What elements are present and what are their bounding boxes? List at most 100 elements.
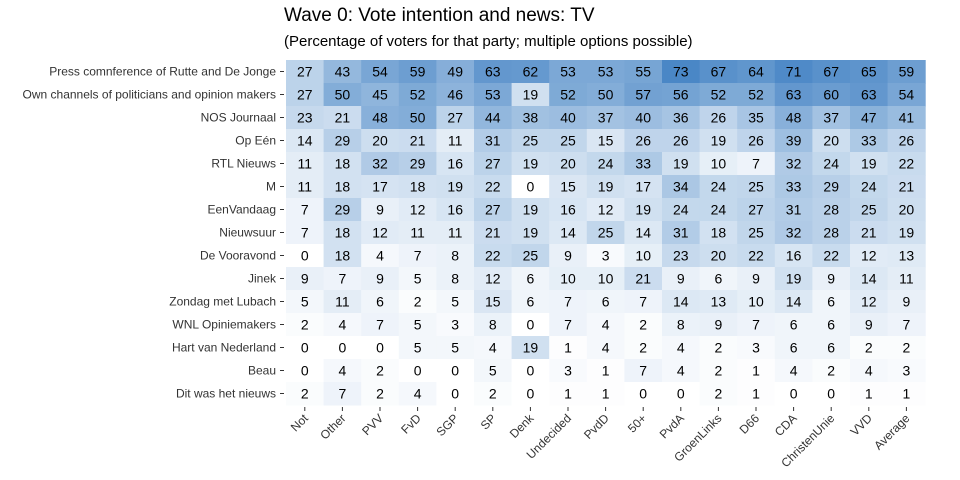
cell-value: 50 <box>410 110 426 126</box>
cell-value: 60 <box>823 87 839 103</box>
cell-value: 53 <box>485 87 501 103</box>
heatmap-cell <box>286 129 325 153</box>
heatmap-cell <box>737 60 776 84</box>
heatmap-cell <box>850 152 889 176</box>
column-label: Other <box>317 411 348 442</box>
heatmap-cell <box>436 106 475 130</box>
heatmap-cell <box>699 382 738 406</box>
heatmap-cell <box>887 290 926 314</box>
heatmap-cell <box>286 382 325 406</box>
heatmap-cell <box>774 359 813 383</box>
cell-value: 1 <box>752 363 760 379</box>
heatmap-cell <box>474 106 513 130</box>
cell-value: 2 <box>489 386 497 402</box>
heatmap-cell <box>812 106 851 130</box>
cell-value: 18 <box>410 179 426 195</box>
cell-value: 19 <box>635 202 651 218</box>
heatmap-cell <box>549 175 588 199</box>
cell-value: 35 <box>748 110 764 126</box>
cell-value: 57 <box>635 87 651 103</box>
cell-value: 9 <box>865 317 873 333</box>
cell-value: 67 <box>823 64 839 80</box>
heatmap-cell <box>850 267 889 291</box>
cell-value: 19 <box>786 271 802 287</box>
cell-value: 6 <box>790 317 798 333</box>
heatmap-cell <box>699 267 738 291</box>
heatmap-cell <box>812 313 851 337</box>
cell-value: 52 <box>560 87 576 103</box>
cell-value: 6 <box>527 271 535 287</box>
cell-value: 2 <box>376 363 384 379</box>
cell-value: 9 <box>301 271 309 287</box>
heatmap-cell <box>624 244 663 268</box>
heatmap-cell <box>398 175 437 199</box>
heatmap-cell <box>699 359 738 383</box>
heatmap-cell <box>511 244 550 268</box>
cell-value: 2 <box>865 340 873 356</box>
cell-value: 4 <box>677 363 685 379</box>
heatmap-cell <box>887 313 926 337</box>
heatmap-cell <box>323 244 362 268</box>
heatmap-cell <box>361 60 400 84</box>
heatmap-cell <box>850 221 889 245</box>
cell-value: 33 <box>861 133 877 149</box>
cell-value: 64 <box>748 64 764 80</box>
cell-value: 10 <box>635 248 651 264</box>
cell-value: 7 <box>564 317 572 333</box>
cell-value: 28 <box>823 202 839 218</box>
heatmap-cell <box>436 83 475 107</box>
cell-value: 21 <box>861 225 877 241</box>
heatmap-cell <box>850 198 889 222</box>
cell-value: 6 <box>376 294 384 310</box>
cell-value: 2 <box>301 386 309 402</box>
heatmap-cell <box>699 106 738 130</box>
row-label: Hart van Nederland <box>172 341 276 355</box>
cell-value: 1 <box>865 386 873 402</box>
cell-value: 24 <box>598 156 614 172</box>
cell-value: 15 <box>560 179 576 195</box>
heatmap-cell <box>662 336 701 360</box>
heatmap-cell <box>398 359 437 383</box>
cell-value: 25 <box>598 225 614 241</box>
cell-value: 0 <box>527 179 535 195</box>
cell-value: 59 <box>410 64 426 80</box>
heatmap-cell <box>662 198 701 222</box>
cell-value: 5 <box>451 294 459 310</box>
heatmap-cell <box>549 129 588 153</box>
heatmap-cell <box>699 336 738 360</box>
cell-value: 52 <box>410 87 426 103</box>
cell-value: 41 <box>899 110 915 126</box>
heatmap-cell <box>887 221 926 245</box>
heatmap-cell <box>662 290 701 314</box>
cell-value: 29 <box>410 156 426 172</box>
cell-value: 7 <box>339 271 347 287</box>
cell-value: 19 <box>447 179 463 195</box>
cell-value: 31 <box>485 133 501 149</box>
heatmap-cell <box>887 129 926 153</box>
heatmap-cell <box>850 244 889 268</box>
cell-value: 33 <box>635 156 651 172</box>
heatmap-cell <box>436 244 475 268</box>
cell-value: 4 <box>865 363 873 379</box>
heatmap-cell <box>398 198 437 222</box>
heatmap-cell <box>361 382 400 406</box>
cell-value: 9 <box>715 317 723 333</box>
cell-value: 16 <box>560 202 576 218</box>
heatmap-cell <box>812 152 851 176</box>
cell-value: 27 <box>297 87 313 103</box>
cell-value: 7 <box>301 225 309 241</box>
cell-value: 19 <box>899 225 915 241</box>
heatmap-cell <box>323 290 362 314</box>
row-label: Dit was het nieuws <box>176 387 276 401</box>
heatmap-cell <box>774 221 813 245</box>
cell-value: 25 <box>748 179 764 195</box>
cell-value: 7 <box>752 317 760 333</box>
chart-title: Wave 0: Vote intention and news: TV <box>284 5 595 26</box>
heatmap-cell <box>474 336 513 360</box>
heatmap-cell <box>286 244 325 268</box>
heatmap-cell <box>586 83 625 107</box>
cell-value: 63 <box>861 87 877 103</box>
heatmap-cell <box>511 106 550 130</box>
